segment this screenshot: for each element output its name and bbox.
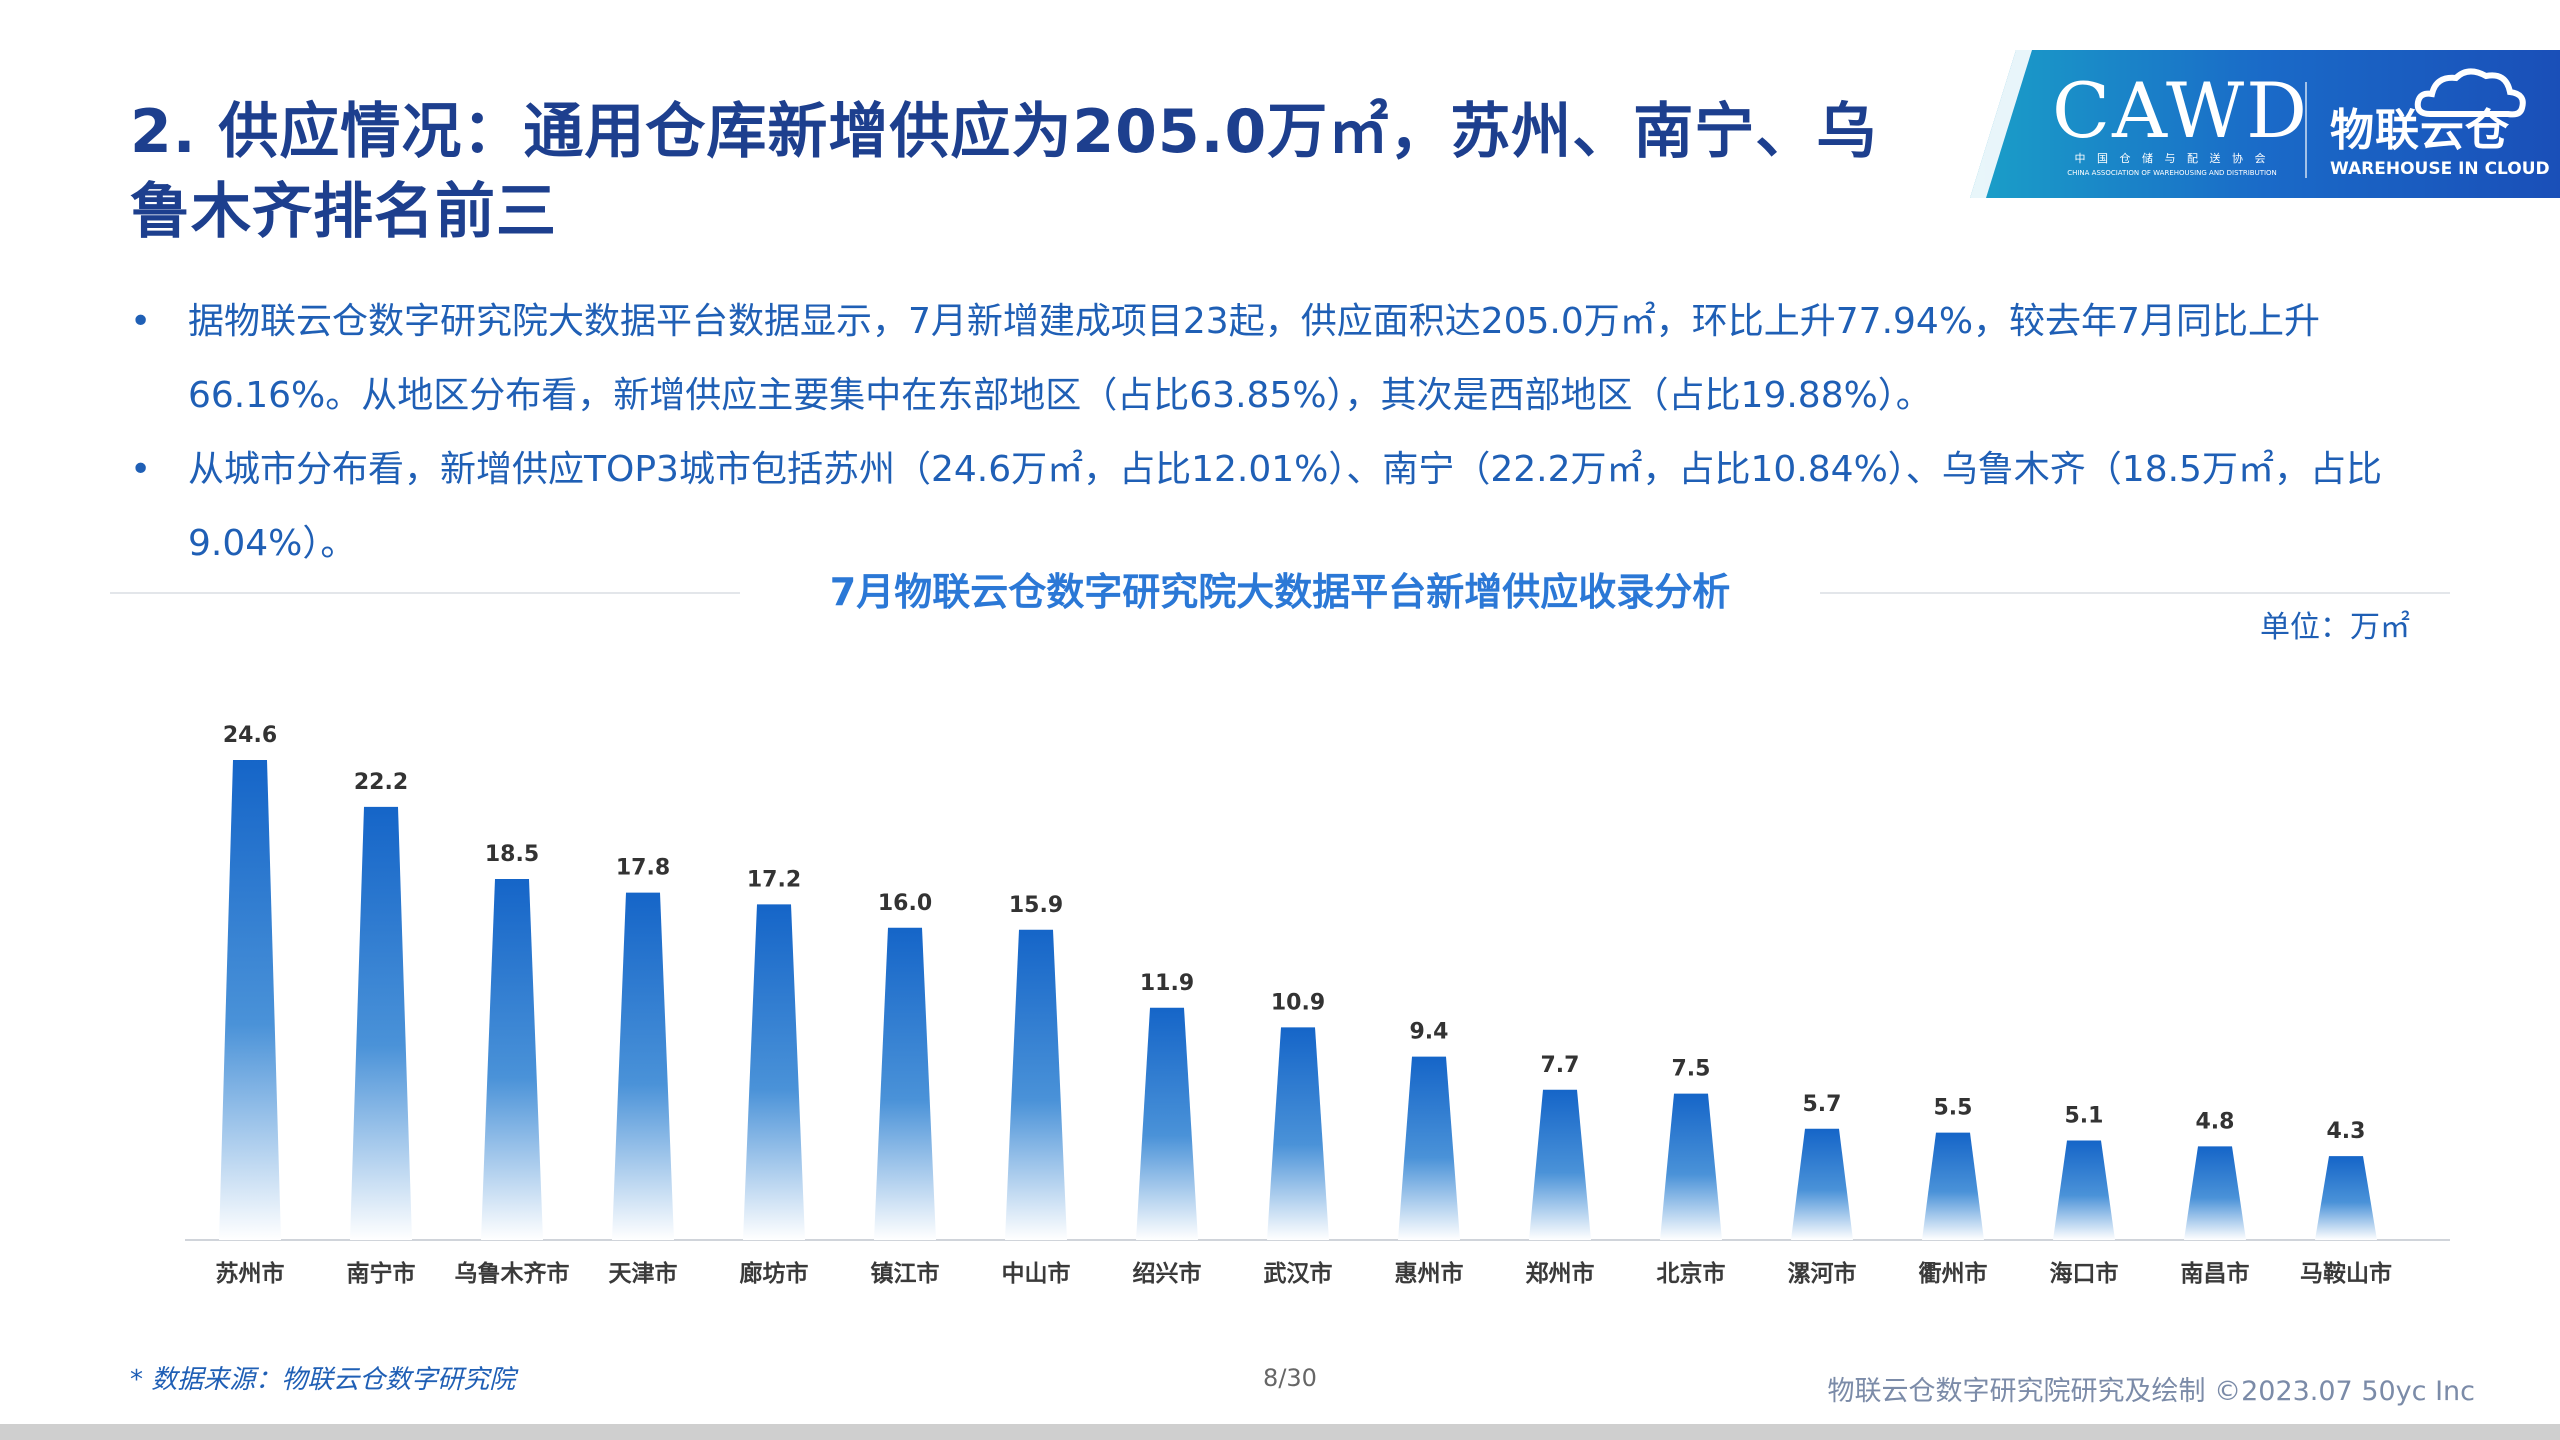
bar-chart: 24.6 苏州市 22.2 南宁市 18.5 乌鲁木齐市 17.8 天津市 17.2 廊坊市 16.… [185, 723, 2450, 1287]
page-number: 8/30 [1263, 1364, 1317, 1392]
chart-unit: 单位：万㎡ [2260, 610, 2410, 645]
chart-title-rule-right [1820, 592, 2450, 594]
bar-10 [1529, 1089, 1591, 1240]
value-label: 7.5 [1672, 1057, 1711, 1082]
chart-title: 7月物联云仓数字研究院大数据平台新增供应收录分析 [829, 570, 1731, 614]
category-label: 马鞍山市 [2300, 1260, 2392, 1287]
bar-0 [219, 760, 281, 1240]
bar-16 [2315, 1156, 2377, 1240]
logo-background [1970, 50, 2560, 198]
value-label: 5.5 [1934, 1096, 1973, 1121]
category-label: 郑州市 [1526, 1260, 1595, 1287]
category-label: 海口市 [2050, 1260, 2119, 1287]
value-label: 5.1 [2065, 1103, 2104, 1128]
bar-14 [2053, 1140, 2115, 1240]
bar-13 [1922, 1132, 1984, 1240]
category-label: 北京市 [1657, 1260, 1726, 1287]
bar-5 [874, 927, 936, 1240]
category-label: 南宁市 [347, 1260, 416, 1287]
bar-7 [1136, 1007, 1198, 1240]
bullet-dot: • [130, 301, 152, 342]
category-label: 中山市 [1002, 1260, 1071, 1287]
category-label: 苏州市 [216, 1260, 285, 1287]
value-label: 16.0 [878, 891, 932, 916]
bar-3 [612, 892, 674, 1240]
bullet-item: • 从城市分布看，新增供应TOP3城市包括苏州（24.6万㎡，占比12.01%）… [120, 433, 2450, 581]
cloud-icon [2414, 68, 2526, 118]
bullet-text: 从城市分布看，新增供应TOP3城市包括苏州（24.6万㎡，占比12.01%）、南… [188, 449, 2382, 564]
value-label: 9.4 [1410, 1020, 1449, 1045]
category-label: 南昌市 [2181, 1260, 2250, 1287]
bar-15 [2184, 1146, 2246, 1240]
bar-11 [1660, 1093, 1722, 1240]
category-label: 衢州市 [1919, 1260, 1988, 1287]
value-label: 7.7 [1541, 1053, 1580, 1078]
bullet-text: 据物联云仓数字研究院大数据平台数据显示，7月新增建成项目23起，供应面积达205… [188, 301, 2320, 416]
category-label: 绍兴市 [1133, 1260, 1202, 1287]
value-label: 24.6 [223, 723, 277, 748]
value-label: 10.9 [1271, 990, 1325, 1015]
bar-9 [1398, 1056, 1460, 1240]
category-label: 惠州市 [1395, 1260, 1464, 1287]
value-label: 4.3 [2327, 1119, 2366, 1144]
value-label: 18.5 [485, 842, 539, 867]
logo-cawd-subtitle-en: CHINA ASSOCIATION OF WAREHOUSING AND DIS… [2067, 169, 2277, 177]
category-label: 镇江市 [871, 1260, 940, 1287]
page-title: 2. 供应情况：通用仓库新增供应为205.0万㎡，苏州、南宁、乌鲁木齐排名前三 [130, 97, 1878, 247]
logo-divider [2305, 82, 2307, 178]
bar-12 [1791, 1128, 1853, 1240]
bullet-list: • 据物联云仓数字研究院大数据平台数据显示，7月新增建成项目23起，供应面积达2… [120, 285, 2450, 581]
bar-1 [350, 806, 412, 1240]
category-label: 天津市 [609, 1260, 678, 1287]
value-label: 22.2 [354, 770, 408, 795]
logo-brand-cn: 物联云仓 [2330, 105, 2510, 156]
category-label: 乌鲁木齐市 [455, 1260, 570, 1287]
bar-2 [481, 879, 543, 1240]
value-label: 4.8 [2196, 1109, 2235, 1134]
value-label: 17.8 [616, 856, 670, 881]
bottom-bar [0, 1424, 2560, 1440]
category-label: 武汉市 [1264, 1260, 1333, 1287]
value-label: 15.9 [1009, 893, 1063, 918]
cawd-logo: CAWD 中 国 仓 储 与 配 送 协 会 CHINA ASSOCIATION… [1970, 50, 2560, 198]
category-label: 漯河市 [1788, 1260, 1857, 1287]
value-label: 5.7 [1803, 1092, 1842, 1117]
category-label: 廊坊市 [740, 1260, 809, 1287]
logo-cawd-text: CAWD [2052, 66, 2310, 155]
bullet-dot: • [130, 449, 152, 490]
data-source-note: * 数据来源：物联云仓数字研究院 [130, 1365, 516, 1395]
logo-cawd-subtitle: 中 国 仓 储 与 配 送 协 会 [2074, 152, 2270, 165]
bar-4 [743, 904, 805, 1240]
copyright-credit: 物联云仓数字研究院研究及绘制 ©2023.07 50yc Inc [1827, 1376, 2476, 1407]
value-label: 11.9 [1140, 971, 1194, 996]
bullet-item: • 据物联云仓数字研究院大数据平台数据显示，7月新增建成项目23起，供应面积达2… [120, 285, 2450, 433]
bar-6 [1005, 929, 1067, 1240]
chart-title-rule-left [110, 592, 740, 594]
logo-brand-en: WAREHOUSE IN CLOUD [2330, 159, 2550, 179]
bar-8 [1267, 1027, 1329, 1240]
value-label: 17.2 [747, 867, 801, 892]
